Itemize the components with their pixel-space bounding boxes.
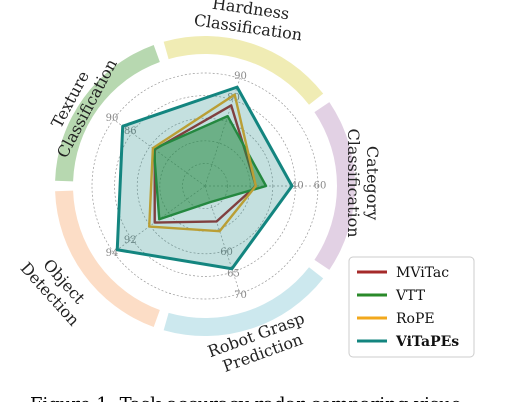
- legend-label-rope: RoPE: [396, 311, 435, 327]
- axis-label-line: Category: [363, 146, 382, 220]
- tick-label-4-0: 90: [106, 113, 119, 124]
- legend-label-vtt: VTT: [395, 288, 426, 304]
- axis-band-0: [163, 36, 324, 105]
- legend-label-mvitac: MViTac: [396, 265, 449, 281]
- tick-label-0-1: 80: [227, 93, 240, 104]
- tick-label-2-1: 65: [227, 268, 240, 279]
- grid-ring-3: [114, 95, 296, 277]
- tick-label-1-0: 60: [314, 181, 327, 192]
- axis-bands: [55, 36, 355, 336]
- tick-label-3-1: 92: [124, 235, 137, 246]
- axis-band-3: [55, 190, 160, 327]
- axis-label-line: Classification: [344, 128, 363, 237]
- tick-label-1-1: 40: [291, 181, 304, 192]
- tick-label-2-2: 60: [220, 247, 233, 258]
- tick-labels: 90 80 60 40 70 65 60 94 92 90 86: [106, 71, 327, 301]
- tick-label-2-0: 70: [234, 290, 247, 301]
- legend-label-vitapes: ViTaPEs: [395, 334, 459, 350]
- series-polygon-vitapes: [115, 85, 294, 271]
- legend: MViTac VTT RoPE ViTaPEs: [348, 256, 475, 358]
- tick-label-3-0: 94: [106, 248, 119, 259]
- tick-label-0-0: 90: [234, 71, 247, 82]
- legend-box: [348, 256, 475, 358]
- series-polygon-vtt: [152, 114, 268, 221]
- axis-band-1: [314, 102, 355, 270]
- series-polygons: [115, 85, 294, 271]
- axis-band-4: [55, 45, 160, 182]
- grid-spoke-2: [204, 185, 241, 294]
- tick-label-4-1: 86: [124, 126, 137, 137]
- grid-ring-2: [136, 117, 274, 255]
- axis-band-2: [163, 267, 324, 336]
- figure-caption: Figure 1: Task-accuracy radar comparing …: [30, 394, 462, 402]
- series-polygon-rope: [148, 93, 258, 233]
